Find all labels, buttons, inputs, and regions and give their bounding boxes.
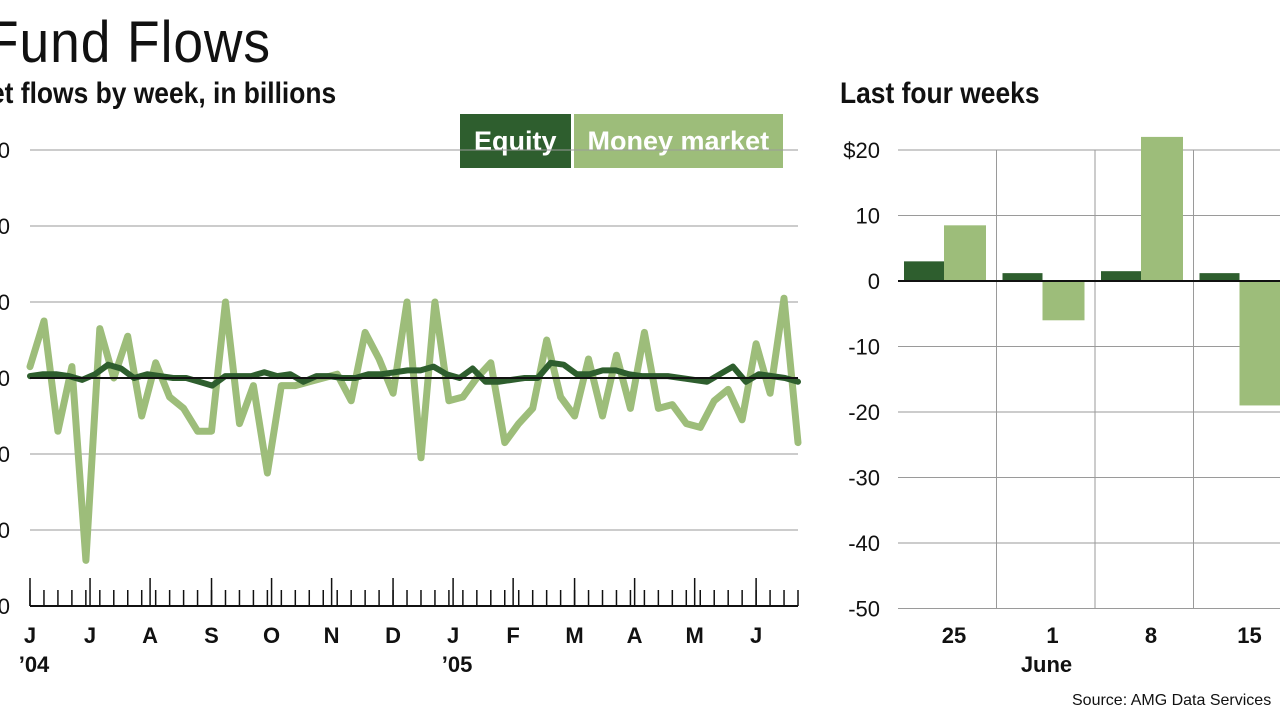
left-x-month-label: J bbox=[447, 623, 459, 648]
left-x-month-label: A bbox=[627, 623, 643, 648]
left-x-month-label: M bbox=[565, 623, 583, 648]
bar-equity bbox=[904, 261, 944, 281]
right-x-category-label: 15 bbox=[1237, 623, 1261, 648]
bar-money-market bbox=[944, 225, 986, 281]
right-y-tick-label: -30 bbox=[848, 466, 880, 491]
left-y-tick-label: 0 bbox=[0, 366, 10, 391]
right-y-tick-label: -20 bbox=[848, 400, 880, 425]
right-x-category-label: 1 bbox=[1046, 623, 1058, 648]
right-x-category-label: 25 bbox=[942, 623, 966, 648]
left-x-month-label: F bbox=[506, 623, 519, 648]
right-x-group-label: June bbox=[1021, 652, 1072, 677]
bar-equity bbox=[1002, 273, 1043, 281]
left-y-tick-label: 20 bbox=[0, 442, 10, 467]
source-note: Source: AMG Data Services bbox=[1072, 692, 1272, 709]
left-x-month-label: J bbox=[750, 623, 762, 648]
left-x-month-label: O bbox=[263, 623, 280, 648]
left-x-month-label: S bbox=[204, 623, 219, 648]
left-y-tick-label: 20 bbox=[0, 290, 10, 315]
left-y-tick-label: 60 bbox=[0, 594, 10, 619]
right-y-tick-label: -40 bbox=[848, 531, 880, 556]
left-y-tick-label: 40 bbox=[0, 518, 10, 543]
left-x-year-label: ’05 bbox=[442, 652, 473, 677]
right-y-tick-label: 10 bbox=[856, 204, 880, 229]
right-y-tick-label: 0 bbox=[868, 269, 880, 294]
left-x-month-label: N bbox=[324, 623, 340, 648]
left-x-month-label: D bbox=[385, 623, 401, 648]
right-chart-title: Last four weeks bbox=[840, 77, 1040, 110]
left-x-month-label: A bbox=[142, 623, 158, 648]
left-y-tick-label: 60 bbox=[0, 138, 10, 163]
bar-money-market bbox=[1239, 281, 1280, 406]
bar-money-market bbox=[1042, 281, 1085, 321]
right-x-category-label: 8 bbox=[1145, 623, 1157, 648]
left-x-month-label: J bbox=[84, 623, 96, 648]
right-y-tick-label: -10 bbox=[848, 335, 880, 360]
right-y-tick-label: -50 bbox=[848, 597, 880, 622]
right-y-tick-label: $20 bbox=[843, 138, 880, 163]
chart-title: Fund Flows bbox=[0, 10, 271, 75]
money-market-line bbox=[26, 294, 802, 564]
left-x-month-label: M bbox=[686, 623, 704, 648]
bar-equity bbox=[1199, 273, 1240, 281]
left-chart-subtitle: et flows by week, in billions bbox=[0, 77, 337, 110]
left-x-year-label: ’04 bbox=[19, 652, 50, 677]
bar-equity bbox=[1101, 271, 1141, 281]
equity-line bbox=[27, 359, 801, 389]
legend-money-market: Money market bbox=[573, 114, 784, 168]
bar-money-market bbox=[1141, 136, 1183, 281]
legend-equity: Equity bbox=[460, 114, 571, 168]
legend: Equity Money market bbox=[460, 114, 784, 168]
left-x-month-label: J bbox=[24, 623, 36, 648]
left-y-tick-label: 40 bbox=[0, 214, 10, 239]
